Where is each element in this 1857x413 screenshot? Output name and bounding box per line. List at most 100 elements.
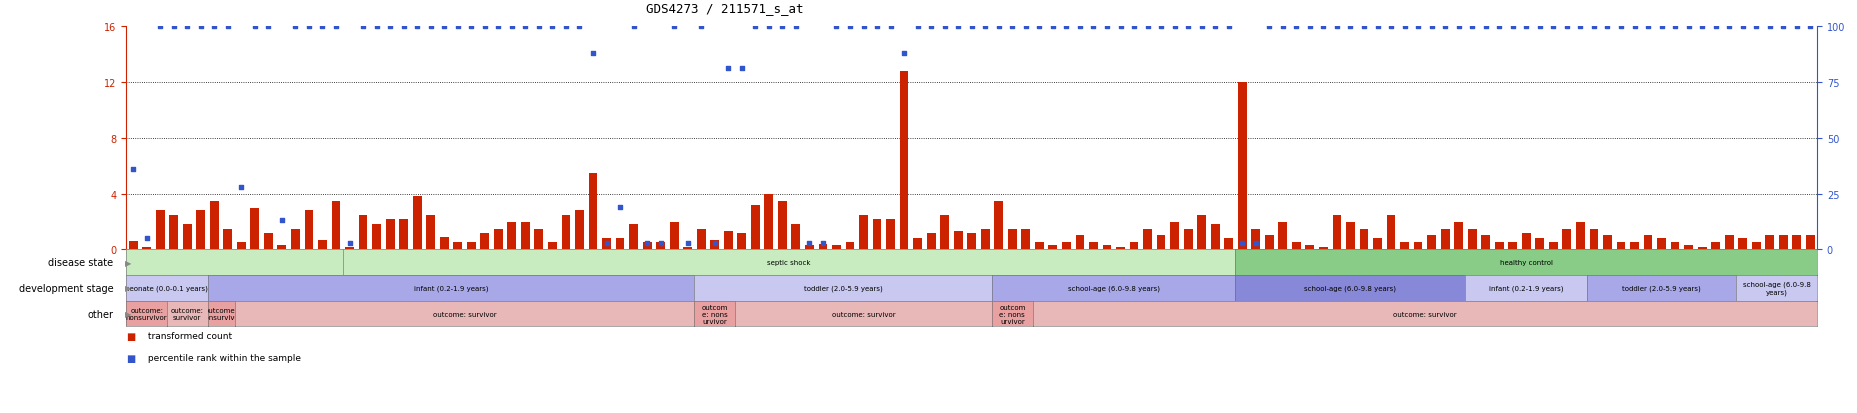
Bar	[1508, 243, 1517, 250]
Point	[362, 24, 392, 30]
Point	[173, 24, 202, 30]
Bar	[1669, 243, 1679, 250]
Point	[1361, 24, 1391, 30]
Bar	[1495, 243, 1502, 250]
Point	[267, 218, 297, 224]
Point	[631, 240, 661, 247]
Bar	[1305, 246, 1313, 250]
Point	[1146, 24, 1175, 30]
Bar	[440, 237, 448, 250]
Point	[119, 166, 149, 173]
Point	[1172, 24, 1201, 30]
Bar	[507, 222, 516, 250]
Bar	[1359, 229, 1367, 250]
Text: school-age (6.0-9.8 years): school-age (6.0-9.8 years)	[1304, 285, 1396, 292]
Point	[1105, 24, 1135, 30]
Bar	[737, 233, 747, 250]
Text: school-age (6.0-9.8 years): school-age (6.0-9.8 years)	[1068, 285, 1159, 292]
Bar	[778, 201, 786, 250]
Bar	[602, 239, 611, 250]
Point	[578, 50, 607, 57]
Point	[1673, 24, 1703, 30]
Text: outcome:
nonsurvivor: outcome: nonsurvivor	[201, 307, 241, 320]
Bar	[358, 215, 368, 250]
Bar	[709, 240, 719, 250]
Point	[875, 24, 904, 30]
Bar	[1344, 222, 1354, 250]
Bar	[1211, 225, 1218, 250]
Text: infant (0.2-1.9 years): infant (0.2-1.9 years)	[414, 285, 488, 292]
Point	[1510, 24, 1539, 30]
Point	[795, 240, 825, 247]
Bar	[1372, 239, 1382, 250]
Bar	[589, 173, 598, 250]
Bar	[643, 243, 652, 250]
Bar	[264, 233, 273, 250]
Bar	[520, 222, 529, 250]
Point	[1051, 24, 1081, 30]
Bar	[899, 71, 908, 250]
Point	[700, 240, 730, 247]
Text: ▶: ▶	[124, 309, 130, 318]
Bar	[466, 243, 475, 250]
Bar	[940, 215, 949, 250]
Point	[1714, 24, 1744, 30]
Point	[1402, 24, 1432, 30]
Bar	[1534, 239, 1543, 250]
Point	[849, 24, 878, 30]
Bar	[277, 246, 286, 250]
Text: ■: ■	[126, 331, 136, 341]
Bar	[1467, 229, 1476, 250]
Point	[1159, 24, 1188, 30]
Text: septic shock: septic shock	[767, 260, 810, 266]
Point	[984, 24, 1014, 30]
Bar	[1549, 243, 1556, 250]
Point	[1755, 24, 1785, 30]
Bar	[615, 239, 624, 250]
Point	[1348, 24, 1378, 30]
Bar	[696, 229, 706, 250]
Text: percentile rank within the sample: percentile rank within the sample	[145, 354, 301, 363]
Point	[1660, 24, 1690, 30]
Point	[754, 24, 784, 30]
Point	[821, 24, 851, 30]
Bar	[399, 219, 409, 250]
Point	[903, 24, 932, 30]
Point	[767, 24, 797, 30]
Point	[227, 184, 256, 191]
Point	[496, 24, 526, 30]
Bar	[1265, 236, 1274, 250]
Point	[1699, 24, 1729, 30]
Point	[1389, 24, 1419, 30]
Bar	[832, 246, 841, 250]
Bar	[1603, 236, 1612, 250]
Point	[240, 24, 269, 30]
Point	[685, 24, 715, 30]
Point	[1335, 24, 1365, 30]
Text: outcom
e: nons
urvivоr: outcom e: nons urvivоr	[702, 304, 728, 324]
Bar	[1590, 229, 1597, 250]
Bar	[1480, 236, 1489, 250]
Bar	[1400, 243, 1408, 250]
Point	[1551, 24, 1580, 30]
Point	[726, 66, 756, 73]
Bar	[1331, 215, 1341, 250]
Bar	[1318, 247, 1328, 250]
Point	[214, 24, 243, 30]
Point	[158, 24, 188, 30]
Bar	[1157, 236, 1164, 250]
Point	[1253, 24, 1283, 30]
Bar	[561, 215, 570, 250]
Bar	[1521, 233, 1530, 250]
Bar	[1291, 243, 1300, 250]
Bar	[1439, 229, 1448, 250]
Point	[1307, 24, 1337, 30]
Bar	[453, 243, 462, 250]
Bar	[791, 225, 800, 250]
Bar	[1629, 243, 1638, 250]
Bar	[1142, 229, 1151, 250]
Point	[347, 24, 377, 30]
Bar	[980, 229, 990, 250]
Point	[834, 24, 864, 30]
Bar	[128, 242, 137, 250]
